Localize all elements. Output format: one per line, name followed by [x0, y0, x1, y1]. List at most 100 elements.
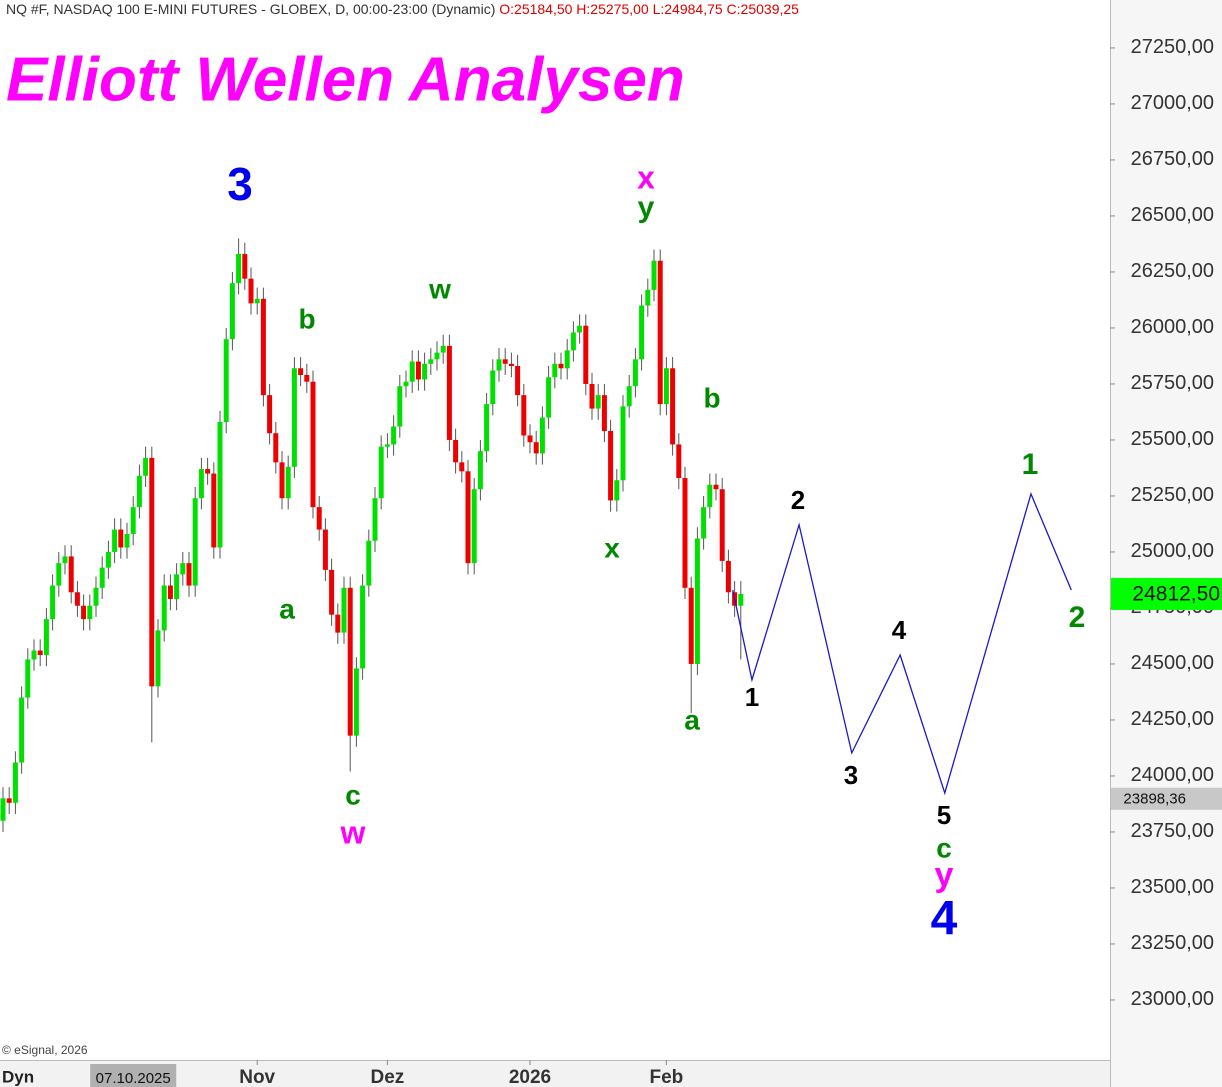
x-axis-panel — [0, 1060, 1110, 1087]
candle-body — [508, 363, 514, 367]
price-marker-label: 23898,36 — [1123, 791, 1186, 808]
candle-body — [651, 260, 657, 290]
y-tick-label: 26500,00 — [1131, 204, 1214, 226]
candle-body — [0, 798, 6, 821]
candle-body — [688, 587, 694, 664]
wave-label: 4 — [931, 893, 958, 946]
chart-title: Elliott Wellen Analysen — [6, 45, 685, 114]
candle-body — [428, 359, 434, 364]
candle-body — [285, 466, 291, 499]
candle-body — [707, 484, 713, 508]
candle-body — [614, 480, 620, 501]
header-text: NQ #F, NASDAQ 100 E-MINI FUTURES - GLOBE… — [6, 1, 495, 17]
wave-label: 1 — [745, 682, 759, 712]
candle-body — [43, 619, 49, 655]
candle-body — [56, 563, 62, 586]
candle-body — [267, 395, 273, 434]
candle-body — [105, 551, 111, 568]
candle-body — [701, 507, 707, 539]
y-tick-label: 23250,00 — [1131, 932, 1214, 954]
candle-body — [372, 498, 378, 541]
candle-body — [273, 433, 279, 463]
candle-body — [533, 442, 539, 454]
candle-body — [118, 529, 124, 548]
candle-body — [601, 395, 607, 431]
wave-label: 4 — [892, 615, 907, 645]
candle-body — [74, 592, 80, 606]
candle-body — [186, 563, 192, 586]
y-tick-label: 23500,00 — [1131, 876, 1214, 898]
x-tick-label: Feb — [650, 1067, 684, 1087]
wave-label: a — [684, 704, 700, 735]
y-tick-label: 25750,00 — [1131, 372, 1214, 394]
candle-body — [291, 368, 297, 467]
candle-body — [248, 278, 254, 304]
candle-body — [552, 363, 558, 378]
candle-body — [453, 439, 459, 463]
candle-body — [155, 630, 161, 687]
marks — [0, 238, 1072, 832]
candle-body — [322, 529, 328, 570]
y-tick-label: 27250,00 — [1131, 36, 1214, 58]
wave-label: 2 — [791, 485, 805, 515]
candle-body — [397, 386, 403, 427]
candle-body — [663, 368, 669, 405]
wave-label: 1 — [1022, 448, 1039, 481]
candle-body — [12, 762, 18, 803]
candle-body — [37, 650, 43, 655]
wave-label: b — [703, 382, 720, 413]
candle-body — [329, 569, 335, 615]
candle-body — [391, 426, 397, 445]
candle-body — [558, 363, 564, 369]
y-tick-label: 25500,00 — [1131, 428, 1214, 450]
candle-body — [490, 370, 496, 405]
candle-body — [465, 471, 471, 564]
candle-body — [682, 478, 688, 588]
candle-body — [577, 325, 583, 333]
header-ohlc: O:25184,50 H:25275,00 L:24984,75 C:25039… — [499, 1, 799, 17]
candle-body — [378, 446, 384, 499]
footer-left: Dyn — [2, 1067, 34, 1086]
candle-body — [521, 395, 527, 436]
candle-body — [198, 469, 204, 499]
y-tick-label: 23000,00 — [1131, 988, 1214, 1010]
candle-body — [260, 298, 266, 396]
wave-label: w — [340, 814, 366, 850]
candle-body — [68, 556, 74, 593]
candle-body — [310, 381, 316, 508]
candle-body — [384, 444, 390, 447]
wave-label: w — [428, 273, 451, 304]
y-axis-panel — [1110, 0, 1222, 1087]
candle-body — [515, 366, 521, 396]
candle-body — [50, 585, 56, 620]
candle-body — [316, 507, 322, 530]
wave-label: 5 — [937, 800, 951, 830]
x-tick-label: Dez — [371, 1067, 405, 1087]
wave-label: c — [345, 779, 361, 810]
candle-body — [124, 534, 130, 548]
y-tick-label: 25250,00 — [1131, 484, 1214, 506]
projection-line — [732, 491, 1072, 796]
candle-body — [527, 435, 533, 443]
candle-body — [409, 361, 415, 382]
y-tick-label: 26250,00 — [1131, 260, 1214, 282]
wave-label: x — [604, 532, 620, 563]
candle-body — [161, 585, 167, 631]
price-marker-label: 24812,50 — [1132, 583, 1220, 606]
candle-body — [471, 489, 477, 564]
candle-body — [31, 650, 37, 660]
candle-body — [149, 457, 155, 687]
candle-body — [670, 368, 676, 445]
cursor-box — [90, 1064, 177, 1087]
candle-body — [217, 422, 223, 548]
wave-label: 2 — [1069, 601, 1086, 634]
candle-body — [81, 605, 87, 620]
plot-bg — [0, 0, 1110, 1060]
candle-body — [422, 363, 428, 380]
candle-body — [676, 444, 682, 479]
candle-body — [502, 359, 508, 364]
candle-body — [477, 451, 483, 490]
wave-label: x — [637, 159, 655, 195]
price-marker — [1111, 577, 1222, 610]
